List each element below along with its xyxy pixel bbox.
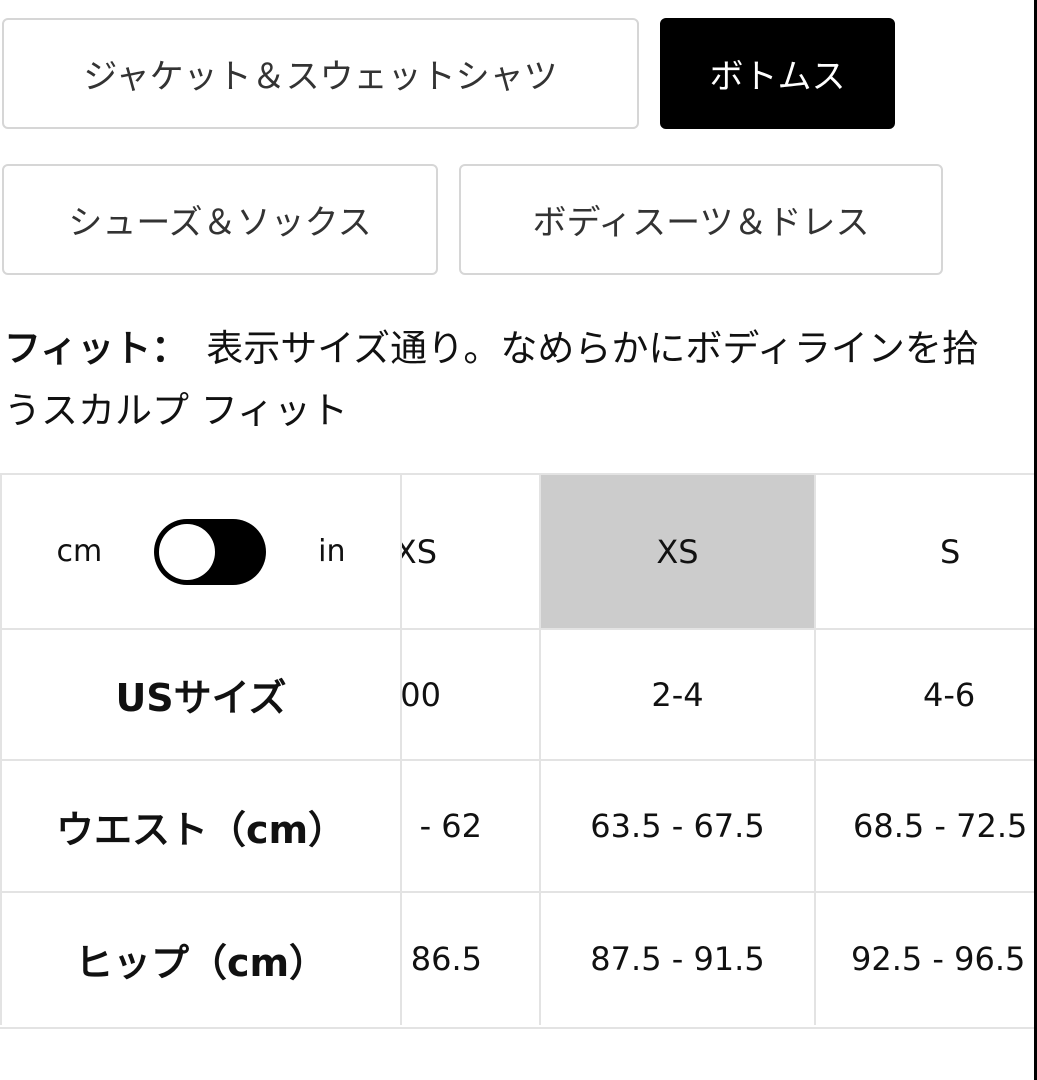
table-cell: 00 — [402, 630, 541, 759]
table-cell: 87.5 - 91.5 — [541, 893, 816, 1025]
size-header-xxs: XXS — [402, 475, 541, 628]
table-cell: - 62 — [402, 761, 541, 891]
unit-toggle-switch[interactable] — [154, 518, 267, 585]
table-cell: 4-6 — [923, 675, 976, 714]
table-row: ヒップ（cm） 86.5 87.5 - 91.5 92.5 - 96.5 — [0, 893, 1035, 1025]
viewport-edge-divider — [1034, 0, 1037, 1080]
unit-toggle-cell: cm in — [0, 475, 402, 628]
fit-label: フィット： — [4, 327, 189, 370]
table-cell: 92.5 - 96.5 — [851, 940, 1026, 978]
toggle-knob — [159, 523, 216, 580]
table-cell: 86.5 — [402, 893, 541, 1025]
unit-in-label: in — [318, 534, 346, 569]
unit-cm-label: cm — [56, 534, 103, 569]
category-bodysuits-dresses-button[interactable]: ボディスーツ＆ドレス — [459, 164, 943, 275]
size-header-xs: XS — [541, 475, 816, 628]
table-row: USサイズ 00 2-4 4-6 — [0, 630, 1035, 761]
size-chart-table[interactable]: cm in XXS XS S USサイズ 00 2-4 4-6 ウエスト（cm）… — [0, 473, 1035, 1029]
header-row: cm in XXS XS S — [0, 475, 1035, 630]
category-jackets-sweatshirts-button[interactable]: ジャケット＆スウェットシャツ — [2, 18, 639, 129]
row-label-waist: ウエスト（cm） — [0, 761, 402, 891]
category-shoes-socks-button[interactable]: シューズ＆ソックス — [2, 164, 438, 275]
row-label-hip: ヒップ（cm） — [0, 893, 402, 1025]
category-bottoms-button[interactable]: ボトムス — [660, 18, 895, 129]
table-cell: 63.5 - 67.5 — [541, 761, 816, 891]
fit-text: 表示サイズ通り。なめらかにボディラインを拾うスカルプ フィット — [4, 327, 979, 432]
table-row: ウエスト（cm） - 62 63.5 - 67.5 68.5 - 72.5 — [0, 761, 1035, 893]
table-cell: 2-4 — [541, 630, 816, 759]
row-label-us-size: USサイズ — [0, 630, 402, 759]
table-cell: 68.5 - 72.5 — [853, 807, 1028, 845]
fit-description: フィット： 表示サイズ通り。なめらかにボディラインを拾うスカルプ フィット — [4, 318, 1004, 442]
size-header-s: S — [940, 532, 961, 571]
